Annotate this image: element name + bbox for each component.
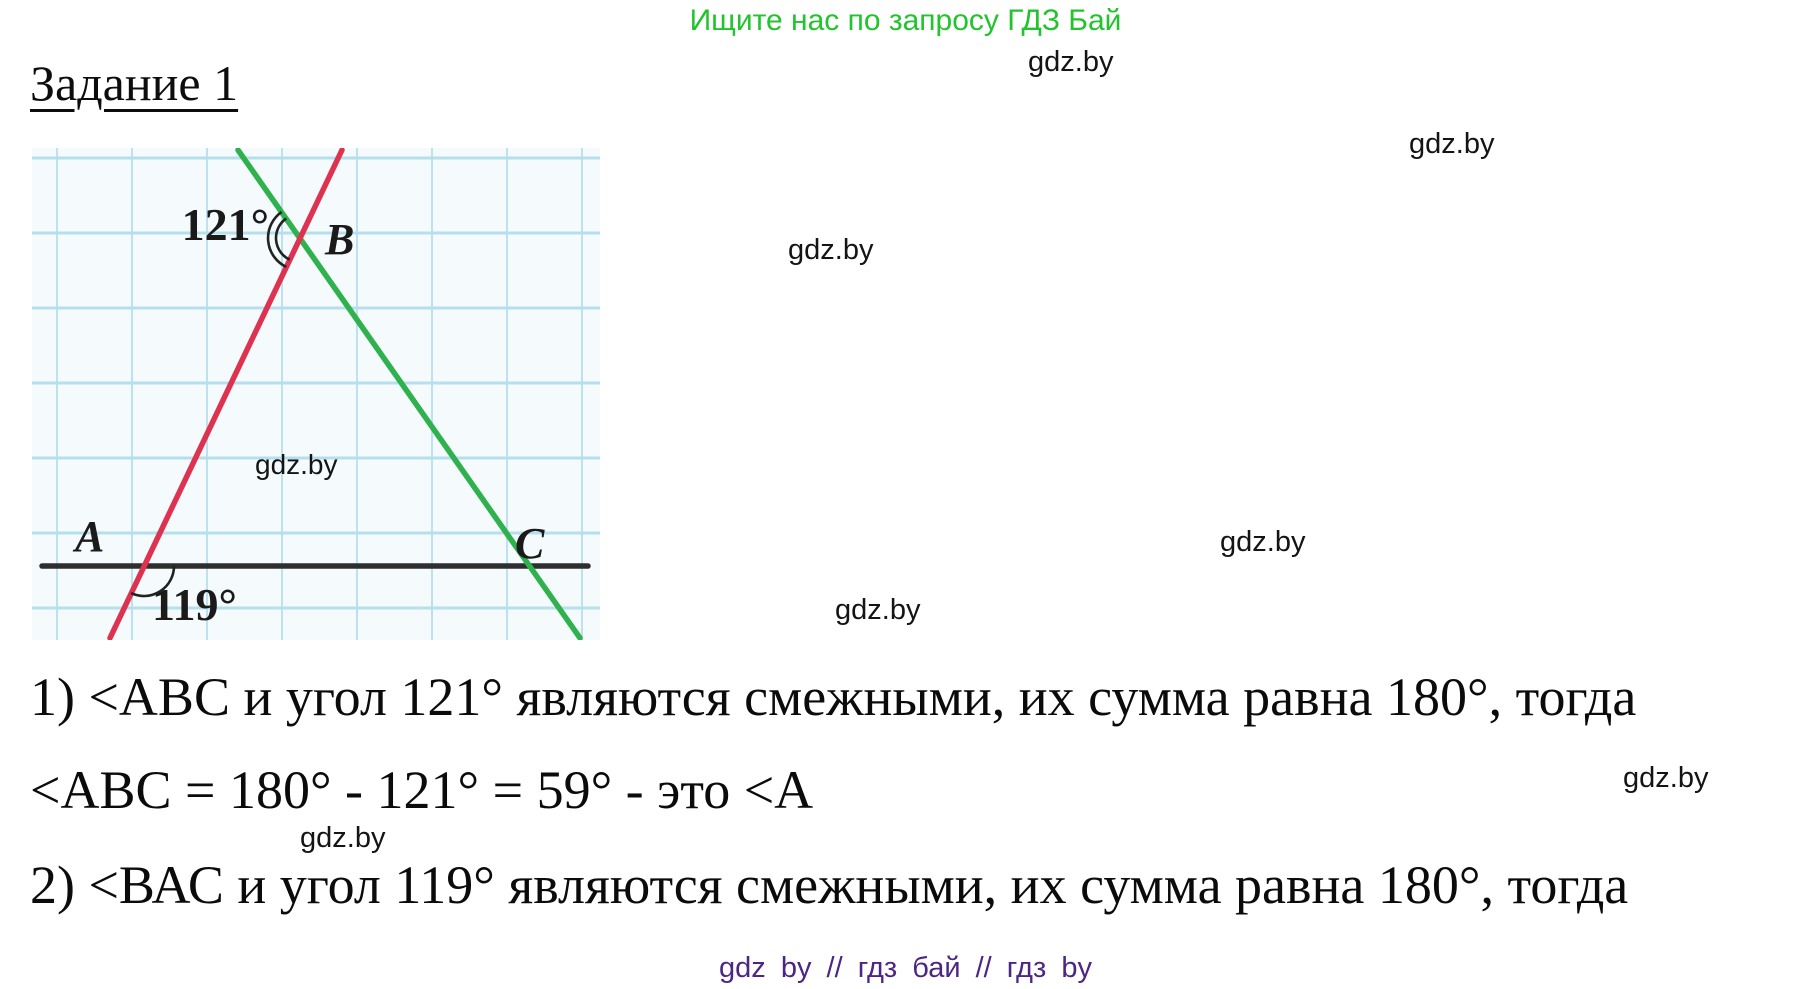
point-b-label: B xyxy=(324,215,354,264)
figure-background xyxy=(32,148,600,640)
watermark-gdzby: gdz.by xyxy=(1028,46,1114,78)
geometry-figure: 121° 119° B A C gdz.by xyxy=(32,147,600,641)
angle-b-arc-outer xyxy=(266,210,287,269)
grid-lines xyxy=(32,148,600,640)
promo-banner: Ищите нас по запросу ГДЗ Бай xyxy=(689,4,1122,37)
watermark-gdzby: gdz.by xyxy=(788,234,874,266)
solution-step-1-result: <АВС = 180° - 121° = 59° - это <А xyxy=(30,760,814,820)
angle-b-arc-inner xyxy=(274,217,291,261)
point-c-label: C xyxy=(515,519,545,568)
watermark-gdzby-figure: gdz.by xyxy=(255,449,338,480)
solution-step-1: 1) <АВС и угол 121° являются смежными, и… xyxy=(30,667,1637,727)
footer-watermark: gdz by // гдз бай // гдз by xyxy=(719,952,1092,984)
point-a-label: A xyxy=(72,512,104,561)
watermark-gdzby: gdz.by xyxy=(300,822,386,854)
angle-a-value-label: 119° xyxy=(152,579,237,630)
page-title: Задание 1 xyxy=(30,55,239,111)
watermark-gdzby: gdz.by xyxy=(835,594,921,626)
green-line xyxy=(235,147,583,641)
figure-canvas: 121° 119° B A C gdz.by xyxy=(32,147,600,641)
watermark-gdzby: gdz.by xyxy=(1220,526,1306,558)
watermark-gdzby: gdz.by xyxy=(1409,128,1495,160)
angle-a-arc xyxy=(130,565,176,598)
angle-b-value-label: 121° xyxy=(182,199,269,250)
solution-step-2: 2) <ВАС и угол 119° являются смежными, и… xyxy=(30,855,1629,915)
watermark-gdzby: gdz.by xyxy=(1623,762,1709,794)
red-line xyxy=(107,147,345,641)
